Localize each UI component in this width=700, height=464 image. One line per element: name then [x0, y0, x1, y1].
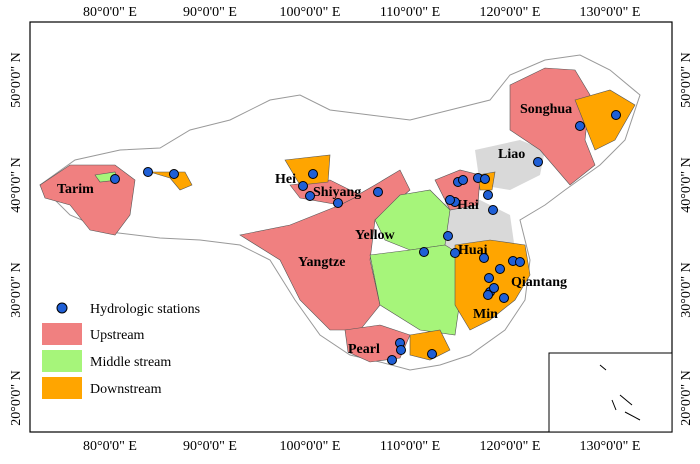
latitude-label: 30°0'0" N	[679, 262, 694, 317]
yellow-middle	[374, 189, 451, 251]
basin-label: Hei	[275, 172, 296, 187]
legend-label: Hydrologic stations	[90, 302, 200, 317]
hydrologic-station	[169, 169, 179, 179]
longitude-label: 90°0'0" E	[183, 439, 237, 454]
legend-station-symbol	[56, 302, 68, 314]
legend-swatch	[42, 323, 82, 345]
hydrologic-station	[396, 345, 406, 355]
longitude-label: 130°0'0" E	[580, 439, 641, 454]
basin-label: Yangtze	[298, 255, 345, 270]
hydrologic-station	[443, 231, 453, 241]
hydrologic-station	[479, 253, 489, 263]
pearl-downstream	[409, 329, 451, 361]
latitude-label: 50°0'0" N	[679, 52, 694, 107]
hydrologic-station	[484, 273, 494, 283]
hydrologic-station	[387, 355, 397, 365]
tarim-downstream	[149, 171, 193, 191]
latitude-label: 50°0'0" N	[9, 52, 24, 107]
longitude-label: 100°0'0" E	[280, 439, 341, 454]
hydrologic-station	[515, 257, 525, 267]
basin-label: Qiantang	[511, 275, 567, 290]
basin-label: Hai	[457, 198, 479, 213]
longitude-label: 80°0'0" E	[83, 439, 137, 454]
hei-downstream	[284, 154, 331, 186]
hydrologic-station	[458, 175, 468, 185]
basin-label: Liao	[498, 147, 525, 162]
hydrologic-station	[533, 157, 543, 167]
hydrologic-station	[499, 293, 509, 303]
hydrologic-station	[305, 191, 315, 201]
hydrologic-station	[298, 181, 308, 191]
hydrologic-station	[611, 110, 621, 120]
hydrologic-station	[450, 248, 460, 258]
longitude-label: 80°0'0" E	[83, 5, 137, 20]
legend-label: Upstream	[90, 328, 145, 343]
songhua-downstream	[574, 89, 636, 151]
legend-swatch	[42, 377, 82, 399]
inset-islands	[599, 364, 641, 421]
latitude-label: 40°0'0" N	[9, 157, 24, 212]
basin-label: Yellow	[355, 228, 396, 243]
basin-label: Songhua	[520, 102, 572, 117]
basin-label: Huai	[458, 243, 488, 258]
basin-label: Pearl	[348, 342, 380, 357]
longitude-label: 120°0'0" E	[480, 5, 541, 20]
pearl-upstream	[344, 324, 411, 363]
hydrologic-station	[483, 290, 493, 300]
hydrologic-station	[308, 169, 318, 179]
hydrologic-station	[110, 174, 120, 184]
hydrologic-station	[489, 283, 499, 293]
hydrologic-station	[480, 174, 490, 184]
latitude-label: 20°0'0" N	[679, 370, 694, 425]
hydrologic-station	[419, 247, 429, 257]
latitude-label: 20°0'0" N	[9, 370, 24, 425]
hydrologic-station	[445, 195, 455, 205]
latitude-label: 40°0'0" N	[679, 157, 694, 212]
tarim-basin	[39, 164, 136, 236]
songhua-upstream	[509, 67, 596, 186]
hydrologic-station	[495, 264, 505, 274]
hydrologic-station	[575, 121, 585, 131]
latitude-label: 30°0'0" N	[9, 262, 24, 317]
hydrologic-station	[427, 349, 437, 359]
inset-map	[548, 352, 673, 433]
longitude-label: 110°0'0" E	[380, 439, 440, 454]
longitude-label: 130°0'0" E	[580, 5, 641, 20]
legend-swatch	[42, 350, 82, 372]
legend-label: Middle stream	[90, 355, 171, 370]
longitude-label: 110°0'0" E	[380, 5, 440, 20]
hydrologic-station	[373, 187, 383, 197]
basin-label: Tarim	[57, 182, 94, 197]
basin-label: Min	[473, 307, 498, 322]
longitude-label: 90°0'0" E	[183, 5, 237, 20]
hydrologic-station	[488, 205, 498, 215]
basin-label: Shiyang	[313, 185, 361, 200]
hydrologic-station	[333, 198, 343, 208]
longitude-label: 120°0'0" E	[480, 439, 541, 454]
hydrologic-station	[143, 167, 153, 177]
hydrologic-station	[483, 190, 493, 200]
longitude-label: 100°0'0" E	[280, 5, 341, 20]
legend-label: Downstream	[90, 382, 162, 397]
